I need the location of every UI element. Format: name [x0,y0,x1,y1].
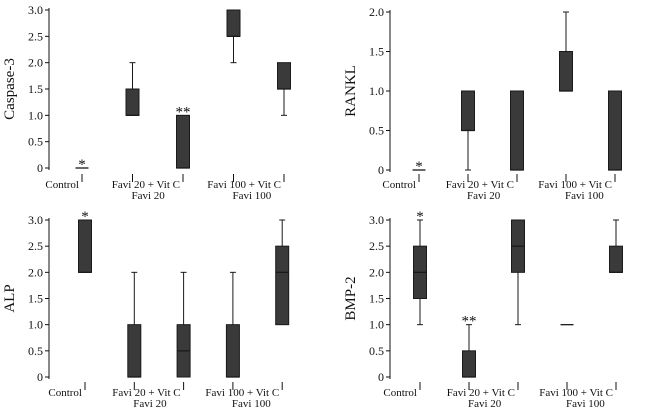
y-tick-label: 3.0 [28,213,43,227]
x-tick-label: Favi 20 [467,190,501,202]
y-tick-label: 0 [37,161,43,175]
y-axis-label: RANKL [343,65,359,117]
y-tick-label: 1.5 [369,292,384,306]
y-tick-label: 1.5 [369,45,384,59]
iqr-box [225,324,240,378]
y-tick-label: 1.0 [369,84,384,98]
y-tick-label: 0.5 [28,135,43,149]
y-tick-label: 2.0 [369,265,384,279]
y-tick-label: 2.0 [369,5,384,19]
x-tick-label: Favi 100 + Vit C [538,179,612,191]
y-tick-label: 3.0 [369,213,384,227]
y-tick-label: 1.0 [369,318,384,332]
x-tick-label: Favi 20 [133,398,167,410]
y-tick-label: 0.5 [28,344,43,358]
x-tick-label: Favi 20 [468,398,502,410]
y-tick-label: 1.5 [28,82,43,96]
y-tick-label: 1.0 [28,318,43,332]
x-tick-label: Control [45,179,79,191]
box-3 [511,219,525,326]
iqr-box [277,62,291,90]
box-5 [275,219,290,326]
box-5 [277,62,291,116]
x-tick-label: Favi 100 [232,398,271,410]
box-2: ** [462,314,477,378]
significance-marker: * [416,209,424,225]
box-5 [609,219,623,273]
y-tick-label: 0 [378,163,384,177]
x-tick-label: Control [382,179,416,191]
iqr-box [125,88,140,116]
box-4 [225,271,240,378]
box-2 [461,90,475,171]
y-tick-label: 2.5 [28,239,43,253]
y-tick-label: 0.5 [369,344,384,358]
y-axis-label: Caspase-3 [2,58,18,120]
x-tick-label: Favi 100 + Vit C [205,387,279,399]
box-2 [127,271,142,378]
y-tick-label: 0 [37,370,43,384]
significance-marker: * [415,159,423,175]
x-tick-label: Favi 100 [565,190,604,202]
x-tick-label: Favi 100 [566,398,605,410]
iqr-box [510,90,524,171]
panel-caspase-3: 0 0.5 1.0 1.5 2.0 2.5 3.0 Caspase-3 Control Favi … [2,3,291,202]
box-1: * [412,159,426,175]
y-tick-label: 1.0 [28,108,43,122]
x-tick-label: Favi 20 [132,190,166,202]
y-tick-label: 2.0 [28,265,43,279]
x-tick-label: Control [383,387,417,399]
x-tick-label: Favi 100 + Vit C [539,387,613,399]
iqr-box [127,324,142,378]
box-4 [559,11,573,92]
x-tick-label: Favi 100 [233,190,272,202]
y-tick-label: 2.5 [28,29,43,43]
iqr-box [176,114,190,169]
iqr-box [275,245,290,326]
box-3: ** [176,104,191,169]
y-tick-label: 2.5 [369,239,384,253]
box-1: * [78,209,92,273]
iqr-box [559,51,573,92]
box-4 [226,9,241,64]
iqr-box [462,350,476,378]
y-tick-label: 1.5 [28,292,43,306]
box-1: * [75,157,89,173]
box-5 [608,90,622,171]
y-tick-label: 3.0 [28,3,43,17]
y-tick-label: 0.5 [369,124,384,138]
box-2 [125,62,140,116]
y-axis-label: BMP-2 [343,276,359,320]
significance-marker: ** [176,104,191,120]
y-axis-label: ALP [2,284,18,312]
iqr-box [226,9,241,37]
box-3 [510,90,524,171]
x-tick-label: Favi 20 + Vit C [112,179,180,191]
y-tick-label: 2.0 [28,56,43,70]
iqr-box [609,245,623,273]
x-tick-label: Favi 20 + Vit C [446,179,514,191]
iqr-box [461,90,475,131]
box-1: * [413,209,427,326]
x-tick-label: Control [48,387,82,399]
significance-marker: ** [462,314,477,330]
significance-marker: * [78,157,86,173]
box-3 [176,271,191,378]
significance-marker: * [81,209,89,225]
y-tick-label: 0 [378,370,384,384]
x-tick-label: Favi 20 + Vit C [112,387,180,399]
x-tick-label: Favi 100 + Vit C [207,179,281,191]
x-tick-label: Favi 20 + Vit C [447,387,515,399]
iqr-box [78,219,92,273]
iqr-box [608,90,622,171]
